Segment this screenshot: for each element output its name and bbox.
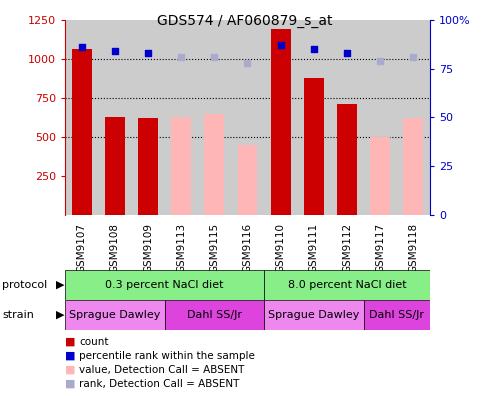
Bar [264, 270, 429, 300]
Point [210, 54, 218, 60]
Bar [270, 29, 290, 215]
Text: ■: ■ [65, 351, 75, 361]
Text: Dahl SS/Jr: Dahl SS/Jr [368, 310, 424, 320]
Text: GSM9109: GSM9109 [142, 223, 153, 273]
Point [276, 42, 284, 49]
Point [376, 58, 384, 64]
Text: GSM9113: GSM9113 [176, 223, 186, 273]
Text: GSM9111: GSM9111 [308, 223, 318, 273]
Text: GSM9115: GSM9115 [209, 223, 219, 273]
Text: ▶: ▶ [56, 310, 64, 320]
Text: GSM9118: GSM9118 [407, 223, 418, 273]
Text: GSM9112: GSM9112 [341, 223, 351, 273]
Bar [104, 117, 124, 215]
Bar [204, 114, 224, 215]
Bar [138, 118, 158, 215]
Bar [363, 300, 429, 330]
Text: protocol: protocol [2, 280, 48, 290]
Text: strain: strain [2, 310, 34, 320]
Text: GSM9116: GSM9116 [242, 223, 252, 273]
Point [309, 46, 317, 52]
Text: GDS574 / AF060879_s_at: GDS574 / AF060879_s_at [157, 14, 331, 28]
Point [177, 54, 184, 60]
Bar [303, 78, 323, 215]
Bar [403, 118, 423, 215]
Text: ▶: ▶ [56, 280, 64, 290]
Text: Sprague Dawley: Sprague Dawley [69, 310, 160, 320]
Text: GSM9117: GSM9117 [374, 223, 385, 273]
Bar [336, 104, 356, 215]
Text: 8.0 percent NaCl diet: 8.0 percent NaCl diet [287, 280, 406, 290]
Bar [171, 117, 191, 215]
Point [408, 54, 416, 60]
Bar [65, 270, 264, 300]
Text: Dahl SS/Jr: Dahl SS/Jr [186, 310, 242, 320]
Text: rank, Detection Call = ABSENT: rank, Detection Call = ABSENT [79, 379, 239, 389]
Text: count: count [79, 337, 108, 347]
Text: GSM9107: GSM9107 [77, 223, 86, 273]
Bar [264, 300, 363, 330]
Bar [164, 300, 264, 330]
Point [243, 60, 251, 66]
Text: GSM9108: GSM9108 [109, 223, 120, 273]
Bar [71, 49, 91, 215]
Text: ■: ■ [65, 379, 75, 389]
Bar [369, 137, 389, 215]
Point [78, 44, 85, 50]
Bar [65, 300, 164, 330]
Text: GSM9110: GSM9110 [275, 223, 285, 273]
Text: Sprague Dawley: Sprague Dawley [267, 310, 359, 320]
Text: percentile rank within the sample: percentile rank within the sample [79, 351, 254, 361]
Text: ■: ■ [65, 337, 75, 347]
Text: value, Detection Call = ABSENT: value, Detection Call = ABSENT [79, 365, 244, 375]
Text: ■: ■ [65, 365, 75, 375]
Text: 0.3 percent NaCl diet: 0.3 percent NaCl diet [105, 280, 224, 290]
Point [343, 50, 350, 56]
Point [111, 48, 119, 54]
Bar [237, 145, 257, 215]
Point [144, 50, 152, 56]
